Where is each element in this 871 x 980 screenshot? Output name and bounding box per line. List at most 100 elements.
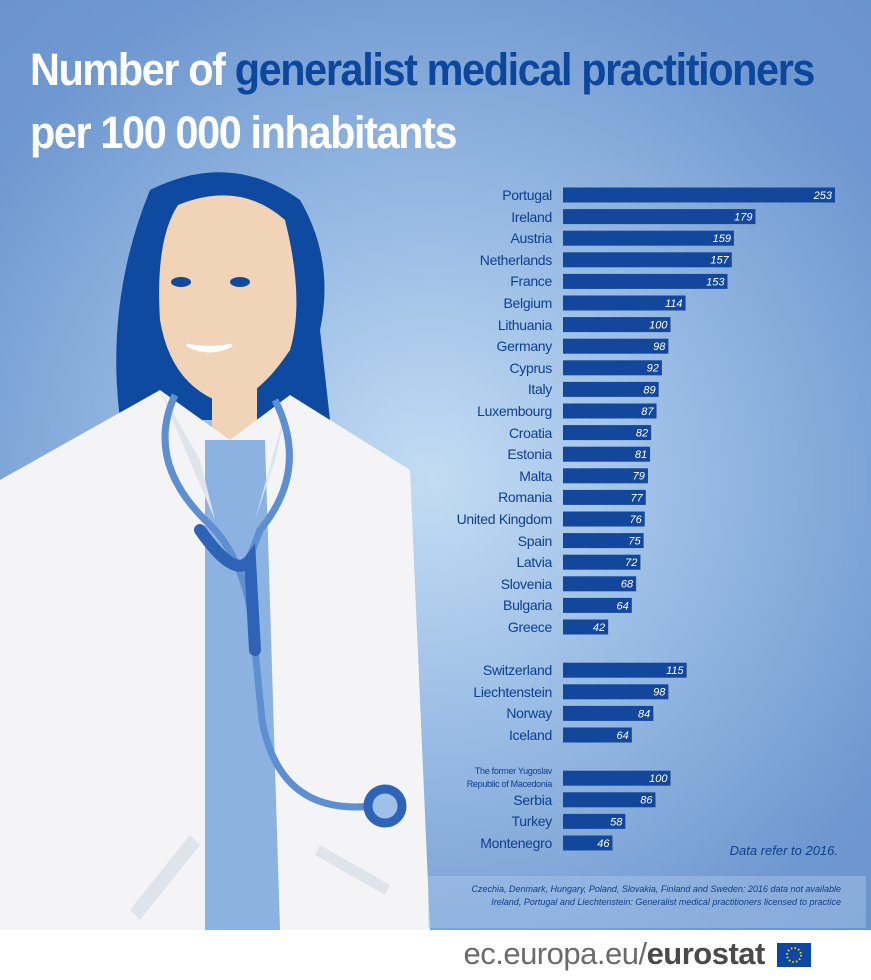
- value-label: 86: [640, 795, 653, 807]
- category-label: Iceland: [508, 727, 552, 743]
- eu-flag: [777, 943, 811, 967]
- value-label: 58: [610, 816, 623, 828]
- value-label: 89: [643, 384, 655, 396]
- footnote-box: [428, 876, 866, 928]
- bar: [563, 835, 613, 851]
- category-label: Switzerland: [482, 662, 552, 679]
- bar: [563, 597, 632, 613]
- bar: [563, 338, 669, 354]
- footer-site: ec.europa.eu/eurostat: [463, 936, 811, 972]
- bar: [563, 468, 648, 484]
- value-label: 153: [706, 276, 725, 288]
- category-label: Austria: [510, 230, 553, 247]
- bar: [563, 619, 609, 635]
- category-label: United Kingdom: [456, 511, 553, 527]
- brand: eurostat: [646, 936, 766, 971]
- bar: [563, 446, 651, 462]
- category-label: Belgium: [503, 295, 553, 311]
- category-label: Luxembourg: [477, 403, 552, 419]
- category-label: The former Yugoslav Republic of Macedoni…: [466, 766, 553, 790]
- title: Number of generalist medical practitione…: [30, 38, 858, 164]
- bar: [563, 533, 644, 549]
- bar: [563, 295, 686, 311]
- value-label: 253: [813, 190, 833, 202]
- value-label: 81: [635, 449, 647, 461]
- bar: [563, 273, 728, 289]
- value-label: 42: [593, 622, 605, 634]
- footnote: Czechia, Denmark, Hungary, Poland, Slova…: [471, 884, 841, 894]
- value-label: 68: [621, 579, 634, 591]
- category-label: Turkey: [511, 813, 553, 830]
- value-label: 46: [597, 838, 610, 850]
- value-label: 75: [628, 536, 641, 548]
- value-label: 77: [631, 492, 644, 504]
- bar: [563, 230, 734, 246]
- value-label: 64: [617, 600, 629, 612]
- title-part: Number of: [30, 44, 226, 95]
- bar: [563, 489, 646, 505]
- doctor-illustration: [0, 172, 430, 930]
- bar: [563, 425, 652, 441]
- category-label: Estonia: [507, 446, 552, 463]
- value-label: 114: [665, 298, 683, 310]
- category-label: Bulgaria: [503, 597, 552, 614]
- footnotes: Czechia, Denmark, Hungary, Poland, Slova…: [471, 883, 841, 909]
- category-label: Germany: [496, 338, 553, 355]
- title-part: per 100 000 inhabitants: [30, 107, 458, 158]
- category-label: Norway: [506, 705, 552, 722]
- bar: [563, 792, 656, 808]
- category-label: Croatia: [508, 424, 552, 441]
- category-label: Greece: [507, 619, 552, 635]
- footnote: Ireland, Portugal and Liechtenstein: Gen…: [491, 897, 841, 907]
- value-label: 179: [734, 212, 752, 224]
- bar: [563, 684, 669, 700]
- category-label: Latvia: [516, 554, 552, 571]
- category-label: Montenegro: [480, 835, 552, 851]
- value-label: 72: [625, 557, 637, 569]
- value-label: 87: [641, 406, 654, 418]
- footer-bar: [0, 930, 871, 980]
- bar: [563, 662, 687, 678]
- bar: [563, 381, 659, 397]
- category-label: Portugal: [502, 187, 552, 203]
- bar: [563, 252, 732, 268]
- category-label: Lithuania: [497, 316, 552, 333]
- value-label: 76: [629, 514, 642, 526]
- category-label: Slovenia: [500, 575, 553, 592]
- bar: [563, 403, 657, 419]
- value-label: 159: [713, 233, 731, 245]
- value-label: 79: [633, 471, 645, 483]
- bar: [563, 576, 637, 592]
- value-label: 98: [653, 687, 666, 699]
- site: ec.europa.eu/: [463, 936, 647, 971]
- category-label: Netherlands: [479, 251, 553, 268]
- bar: [563, 317, 671, 333]
- category-label: Serbia: [513, 791, 552, 808]
- value-label: 157: [710, 255, 729, 267]
- bar: [563, 813, 626, 829]
- value-label: 115: [666, 665, 684, 677]
- value-label: 100: [649, 773, 668, 785]
- bar: [563, 360, 662, 376]
- value-label: 84: [638, 708, 650, 720]
- value-label: 64: [617, 730, 629, 742]
- bar: [563, 705, 654, 721]
- bar: [563, 187, 835, 203]
- value-label: 98: [653, 341, 666, 353]
- title-part: generalist medical practitioners: [234, 44, 816, 95]
- category-label: Spain: [517, 532, 553, 549]
- bar: [563, 511, 645, 527]
- category-label: France: [510, 273, 552, 290]
- value-label: 100: [649, 320, 668, 332]
- category-label: Malta: [519, 467, 552, 484]
- category-label: Italy: [527, 381, 552, 398]
- category-label: Ireland: [511, 208, 552, 225]
- bar: [563, 770, 671, 786]
- category-label: Cyprus: [509, 359, 552, 376]
- note: Data refer to 2016.: [729, 843, 838, 858]
- category-label: Liechtenstein: [473, 683, 552, 700]
- bar: [563, 727, 632, 743]
- bar: [563, 209, 756, 225]
